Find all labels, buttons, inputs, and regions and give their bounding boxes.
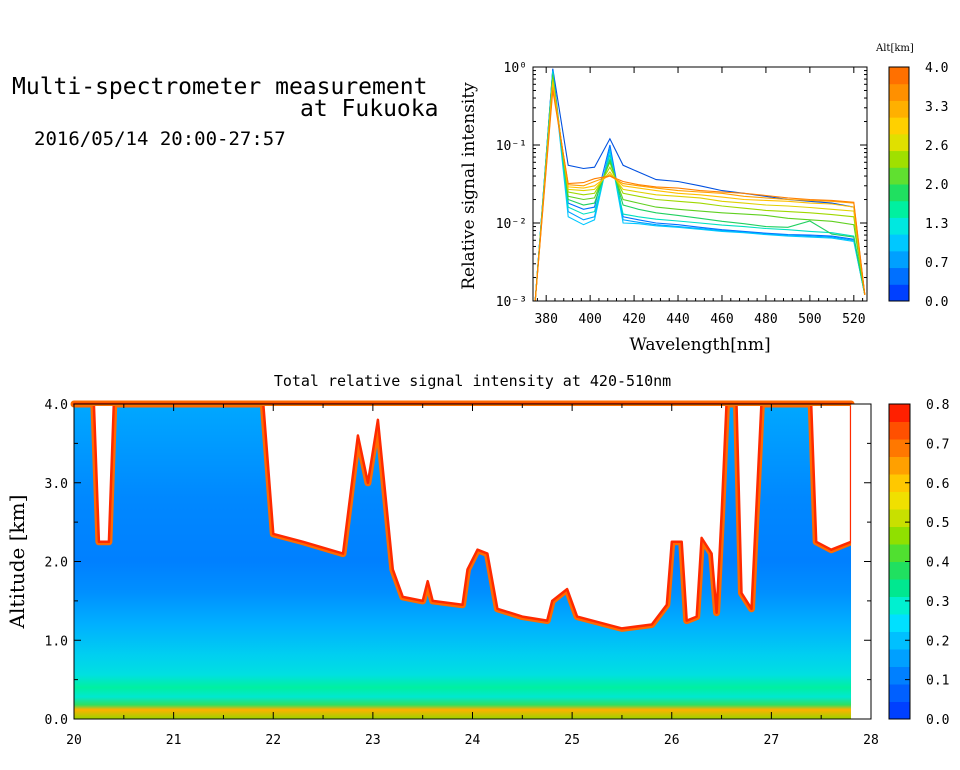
heatmap-colorbar-cell [889,701,910,720]
spectrum-colorbar-tick-label: 4.0 [925,61,948,76]
heatmap-colorbar-cell [889,421,910,440]
heatmap-colorbar-tick-label: 0.7 [926,437,949,452]
heatmap-colorbar-cell [889,456,910,475]
spectrum-series-8 [534,81,866,302]
heatmap-x-tick-label: 26 [664,733,680,748]
heatmap-colorbar-tick-label: 0.0 [926,713,949,728]
spectrum-colorbar-cell [889,250,909,269]
spectrum-series-1 [534,69,866,302]
spectrum-series-6 [534,76,866,302]
heatmap-colorbar-cell [889,649,910,667]
heatmap-y-tick-label: 0.0 [45,713,68,728]
heatmap-colorbar-cell [889,509,910,527]
figure-title-line2: at Fukuoka [300,96,439,122]
figure-title-line1: Multi-spectrometer measurement [12,74,428,100]
heatmap-colorbar-cell [889,684,910,702]
spectrum-x-tick-label: 400 [578,312,601,327]
heatmap-title: Total relative signal intensity at 420-5… [274,372,671,390]
heatmap-x-tick-label: 21 [166,733,182,748]
spectrum-series-2 [534,70,866,302]
spectrum-series-3 [534,71,866,302]
spectrum-x-tick-label: 380 [534,312,557,327]
heatmap-y-tick-label: 1.0 [45,634,68,649]
spectrum-colorbar-tick-label: 2.6 [925,139,948,154]
heatmap-colorbar-tick-label: 0.3 [926,595,949,610]
spectrum-x-tick-label: 440 [666,312,689,327]
spectrum-colorbar-tick-label: 0.0 [925,295,948,310]
measurement-datetime: 2016/05/14 20:00-27:57 [34,128,286,150]
spectrum-x-tick-label: 460 [710,312,733,327]
heatmap-colorbar-tick-label: 0.4 [926,556,950,571]
spectrum-colorbar-title: Alt[km] [875,43,914,54]
spectrum-x-tick-label: 420 [622,312,645,327]
heatmap-cloud-edge [72,402,853,630]
spectrum-y-axis-label: Relative signal intensity [459,82,479,290]
heatmap-colorbar-cell [889,561,910,580]
spectrum-y-tick-label: 10⁻² [496,217,527,232]
heatmap-x-tick-label: 27 [764,733,780,748]
spectrum-colorbar-cell [889,284,909,302]
heatmap-x-tick-label: 22 [265,733,281,748]
spectrum-colorbar-cell [889,150,909,168]
spectrum-colorbar-cell [889,133,909,152]
heatmap-colorbar-cell [889,544,910,562]
heatmap-colorbar-cell [889,596,910,615]
spectrum-colorbar-cell [889,200,909,218]
heatmap-colorbar-cell [889,474,910,492]
heatmap-y-tick-label: 3.0 [45,477,68,492]
heatmap-colorbar-tick-label: 0.8 [926,398,949,413]
heatmap-x-tick-label: 25 [564,733,580,748]
spectrum-colorbar-cell [889,100,909,118]
heatmap-y-tick-label: 2.0 [45,556,68,571]
heatmap-x-tick-label: 28 [863,733,879,748]
spectrum-y-tick-label: 10⁰ [504,61,527,76]
spectrum-colorbar-tick-label: 2.0 [925,178,948,193]
spectrum-colorbar-cell [889,83,909,101]
spectrum-series-9 [534,84,866,302]
spectrum-x-axis-label: Wavelength[nm] [629,335,770,355]
heatmap-x-tick-label: 20 [66,733,82,748]
spectrum-x-tick-label: 500 [798,312,821,327]
spectrum-colorbar-cell [889,234,909,252]
spectrum-x-tick-label: 520 [842,312,865,327]
heatmap-colorbar-tick-label: 0.5 [926,516,949,531]
heatmap-colorbar-cell [889,526,910,545]
heatmap-colorbar-cell [889,579,910,597]
heatmap-colorbar-tick-label: 0.2 [926,634,949,649]
heatmap-y-tick-label: 4.0 [45,398,68,413]
spectrum-y-tick-label: 10⁻¹ [496,139,527,154]
heatmap-y-axis-label: Altitude [km] [5,495,29,630]
spectrum-colorbar-cell [889,217,909,235]
spectrum-series-0 [534,68,866,302]
spectrum-y-tick-label: 10⁻³ [496,295,527,310]
heatmap-x-tick-label: 24 [465,733,481,748]
spectrum-colorbar-tick-label: 3.3 [925,100,948,115]
spectrum-colorbar-frame [888,66,910,302]
heatmap-colorbar-tick-label: 0.1 [926,674,949,689]
spectrum-series-10 [534,87,866,302]
spectrum-series-7 [534,79,866,302]
heatmap-colorbar-cell [889,631,910,650]
spectrum-series-5 [534,74,866,302]
spectrum-colorbar-cell [889,267,909,285]
spectrum-colorbar-cell [889,184,909,202]
heatmap-colorbar-cell [889,491,910,510]
spectrum-series-11 [534,90,866,302]
spectrum-colorbar-cell [889,167,909,185]
heatmap-x-tick-label: 23 [365,733,381,748]
spectrum-plot-frame [532,66,868,302]
heatmap-colorbar-cell [889,404,910,422]
spectrum-colorbar-tick-label: 1.3 [925,217,948,232]
spectrum-x-tick-label: 480 [754,312,777,327]
heatmap-colorbar-cell [889,614,910,632]
heatmap-colorbar-cell [889,439,910,457]
spectrum-colorbar-tick-label: 0.7 [925,256,948,271]
heatmap-colorbar-tick-label: 0.6 [926,477,949,492]
heatmap-colorbar-cell [889,666,910,685]
spectrum-colorbar-cell [889,117,909,135]
spectrum-series-4 [534,72,866,302]
spectrum-colorbar-cell [889,67,909,85]
